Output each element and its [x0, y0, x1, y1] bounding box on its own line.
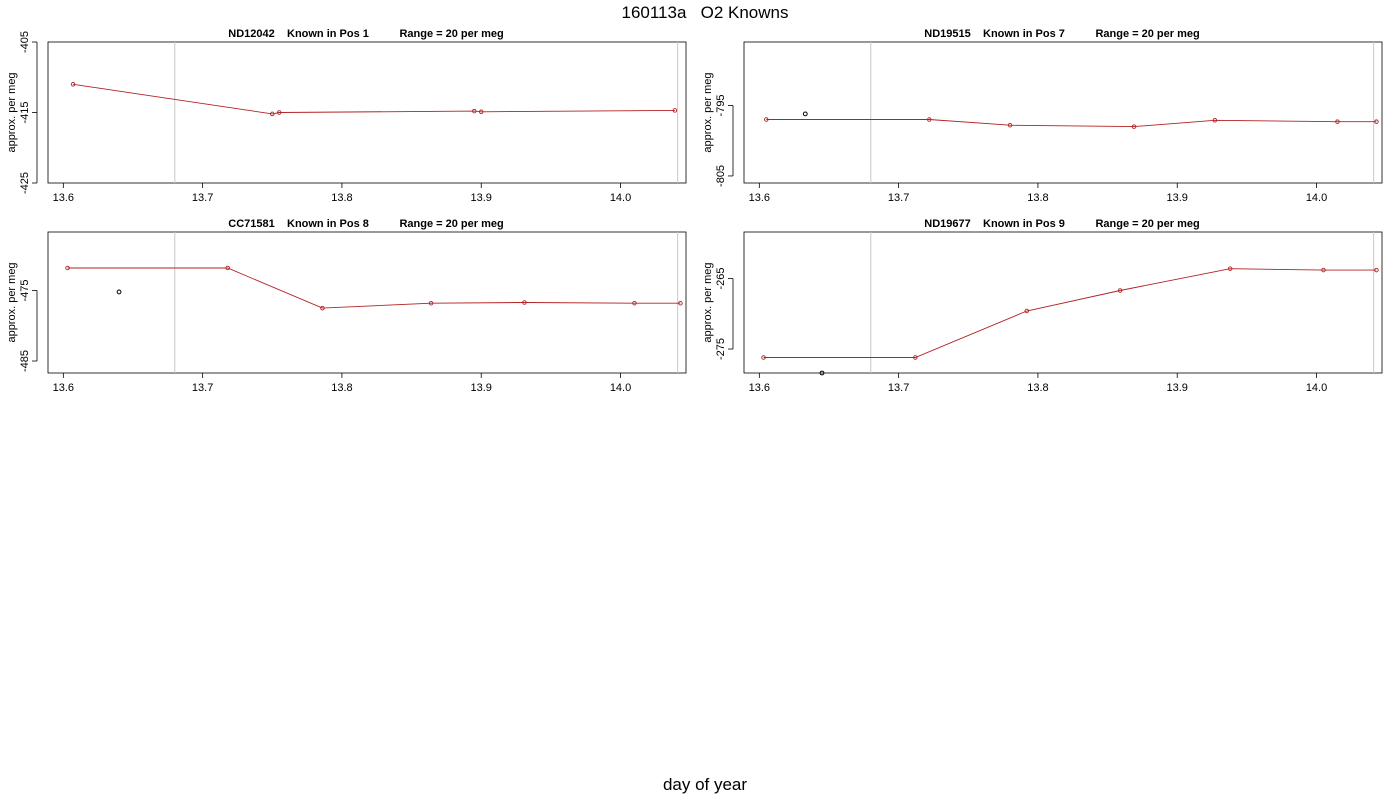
data-point [428, 300, 434, 306]
outlier-point [116, 289, 122, 295]
x-tick-label: 13.8 [1027, 382, 1048, 394]
data-point [1374, 119, 1379, 124]
x-tick-label: 14.0 [1306, 382, 1327, 394]
plot-frame [743, 231, 1383, 374]
panel-1: ND12042 Known in Pos 1 Range = 20 per me… [6, 28, 687, 204]
data-point [522, 300, 527, 305]
y-tick-label: -485 [19, 350, 31, 372]
y-tick-label: -475 [19, 279, 31, 301]
x-tick-label: 13.6 [749, 192, 770, 204]
data-point [672, 108, 678, 113]
y-tick-label: -405 [19, 31, 31, 53]
data-point [927, 117, 932, 122]
outlier-point [802, 111, 808, 117]
x-tick-label: 13.7 [888, 192, 909, 204]
data-point [1007, 122, 1013, 128]
panel-4: ND19677 Known in Pos 9 Range = 20 per me… [702, 218, 1383, 394]
data-point [761, 355, 766, 360]
data-point [472, 108, 477, 114]
data-point [1212, 118, 1218, 123]
panel-title: ND12042 Known in Pos 1 Range = 20 per me… [228, 28, 503, 40]
y-axis-label: approx. per meg [702, 262, 714, 342]
x-tick-label: 13.9 [1167, 192, 1188, 204]
x-tick-label: 13.6 [53, 192, 74, 204]
y-axis-label: approx. per meg [702, 72, 714, 152]
series-line [763, 268, 1377, 358]
outlier-point [819, 370, 825, 376]
x-tick-label: 14.0 [610, 382, 631, 394]
data-point [276, 110, 282, 115]
data-point [764, 117, 769, 122]
x-tick-label: 14.0 [1306, 192, 1327, 204]
y-axis-label: approx. per meg [6, 262, 18, 342]
data-point [478, 109, 484, 115]
data-point [70, 82, 76, 87]
panel-title: CC71581 Known in Pos 8 Range = 20 per me… [228, 218, 503, 230]
x-tick-label: 13.9 [1167, 382, 1188, 394]
y-tick-label: -275 [715, 338, 727, 360]
y-tick-label: -415 [19, 101, 31, 123]
x-tick-label: 13.8 [331, 382, 352, 394]
series-line [67, 267, 681, 309]
data-point [1321, 267, 1326, 273]
x-tick-label: 13.7 [192, 192, 213, 204]
x-tick-label: 13.7 [192, 382, 213, 394]
x-tick-label: 13.9 [471, 382, 492, 394]
data-point [225, 265, 230, 271]
data-point [65, 265, 70, 271]
data-point [320, 305, 325, 311]
data-point [678, 300, 683, 306]
figure-title: 160113a O2 Knowns [621, 3, 789, 22]
x-axis-title: day of year [662, 775, 748, 794]
data-point [1024, 308, 1030, 314]
series-line [766, 119, 1377, 128]
x-tick-label: 13.9 [471, 192, 492, 204]
panel-3: CC71581 Known in Pos 8 Range = 20 per me… [6, 218, 687, 394]
y-tick-label: -425 [19, 172, 31, 194]
x-tick-label: 14.0 [610, 192, 631, 204]
plot-frame [47, 231, 687, 374]
plot-frame [47, 41, 687, 184]
x-tick-label: 13.6 [53, 382, 74, 394]
data-point [1117, 288, 1123, 293]
data-point [913, 355, 918, 360]
y-tick-label: -795 [715, 94, 727, 116]
data-point [1374, 267, 1379, 273]
data-point [1335, 119, 1340, 124]
y-tick-label: -265 [715, 268, 727, 290]
y-tick-label: -805 [715, 165, 727, 187]
series-line [73, 83, 675, 115]
panel-title: ND19677 Known in Pos 9 Range = 20 per me… [924, 218, 1199, 230]
y-axis-label: approx. per meg [6, 72, 18, 152]
data-point [270, 111, 275, 117]
x-tick-label: 13.6 [749, 382, 770, 394]
panel-2: ND19515 Known in Pos 7 Range = 20 per me… [702, 28, 1383, 204]
plot-frame [743, 41, 1383, 184]
x-tick-label: 13.8 [331, 192, 352, 204]
data-point [1227, 266, 1233, 271]
data-point [1131, 124, 1137, 129]
data-point [632, 300, 637, 306]
x-tick-label: 13.8 [1027, 192, 1048, 204]
x-tick-label: 13.7 [888, 382, 909, 394]
panel-title: ND19515 Known in Pos 7 Range = 20 per me… [924, 28, 1199, 40]
